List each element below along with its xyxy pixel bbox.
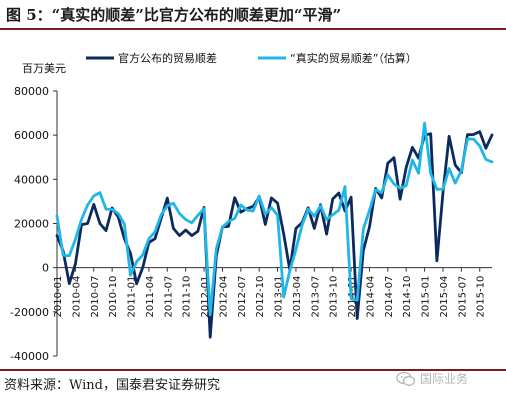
- watermark: 国际业务: [396, 370, 468, 387]
- y-tick-label: 0: [42, 262, 49, 275]
- x-tick-label: 2012-01: [200, 276, 211, 318]
- x-tick-label: 2013-10: [329, 276, 340, 318]
- title-divider: [0, 28, 506, 30]
- y-tick-label: 60000: [14, 129, 49, 142]
- x-tick-label: 2014-01: [347, 276, 358, 318]
- chart-title: 图 5：“真实的顺差”比官方公布的顺差更加“平滑”: [6, 6, 342, 24]
- legend-label-official: 官方公布的贸易顺差: [118, 51, 217, 65]
- source-divider: [0, 369, 506, 371]
- y-tick-label: -20000: [10, 306, 49, 319]
- x-tick-label: 2013-04: [292, 276, 303, 318]
- x-tick-label: 2012-10: [255, 276, 266, 318]
- chart-legend: 官方公布的贸易顺差 “真实的贸易顺差”（估算）: [86, 51, 417, 65]
- wechat-icon: [396, 371, 416, 386]
- x-tick-label: 2011-07: [163, 276, 174, 318]
- x-tick-label: 2015-07: [457, 276, 468, 318]
- x-tick-label: 2013-01: [274, 276, 285, 318]
- source-note: 资料来源：Wind，国泰君安证券研究: [4, 378, 220, 393]
- x-tick-label: 2012-04: [218, 276, 229, 318]
- series-line-real: [55, 121, 494, 317]
- y-tick-label: 20000: [14, 218, 49, 231]
- y-axis-unit-label: 百万美元: [22, 62, 66, 75]
- watermark-label: 国际业务: [420, 372, 469, 386]
- x-tick-label: 2011-04: [145, 276, 156, 318]
- x-tick-label: 2010-07: [90, 276, 101, 318]
- chart-axes: -40000 -20000 0 20000 40000 60000 80000 2010-01…: [10, 85, 492, 363]
- x-tick-label: 2014-04: [365, 276, 376, 318]
- y-tick-label: -40000: [10, 350, 49, 363]
- legend-label-real: “真实的贸易顺差”（估算）: [290, 51, 417, 65]
- x-tick-label: 2010-10: [108, 276, 119, 318]
- x-tick-label: 2010-01: [53, 276, 64, 318]
- chart-canvas: -40000 -20000 0 20000 40000 60000 80000 2010-01…: [10, 51, 494, 363]
- y-tick-label: 80000: [14, 85, 49, 98]
- x-tick-label: 2011-10: [182, 276, 193, 318]
- x-tick-label: 2010-04: [71, 276, 82, 318]
- x-tick-label: 2015-01: [421, 276, 432, 318]
- x-tick-label: 2014-10: [402, 276, 413, 318]
- x-tick-label: 2012-07: [237, 276, 248, 318]
- y-tick-label: 40000: [14, 173, 49, 186]
- x-tick-label: 2015-04: [439, 276, 450, 318]
- x-tick-label: 2014-07: [384, 276, 395, 318]
- x-tick-label: 2013-07: [310, 276, 321, 318]
- x-tick-label: 2015-10: [476, 276, 487, 318]
- series-layer: [55, 121, 494, 339]
- x-tick-label: 2011-01: [127, 276, 138, 318]
